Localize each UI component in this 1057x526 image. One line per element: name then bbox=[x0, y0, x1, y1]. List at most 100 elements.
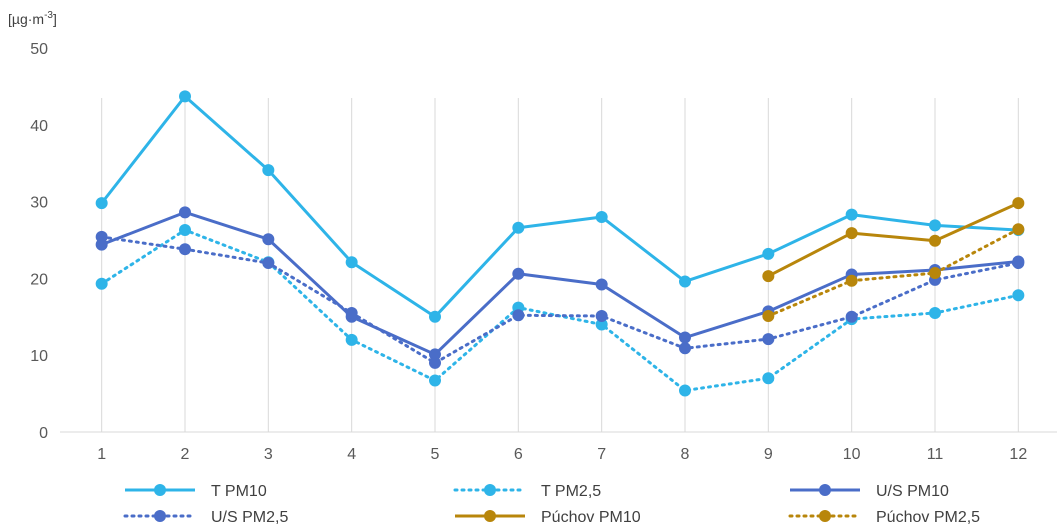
line-p-chov-pm2-5 bbox=[766, 227, 1020, 318]
point-t-pm10-10 bbox=[845, 208, 858, 221]
y-tick-label-20: 20 bbox=[30, 271, 48, 288]
series-p-chov-pm2-5 bbox=[762, 223, 1025, 323]
x-tick-label-8: 8 bbox=[681, 446, 690, 463]
y-tick-label-30: 30 bbox=[30, 195, 48, 212]
legend-item-p-chov-pm10: Púchov PM10 bbox=[455, 509, 641, 526]
point-t-pm2-5-8 bbox=[679, 384, 691, 397]
point-t-pm10-4 bbox=[345, 256, 358, 269]
point-u-s-pm2-5-5 bbox=[429, 356, 441, 369]
point-t-pm10-9 bbox=[762, 247, 775, 260]
point-u-s-pm2-5-4 bbox=[345, 306, 358, 319]
point-t-pm10-7 bbox=[595, 210, 608, 223]
point-p-chov-pm10-10 bbox=[845, 227, 858, 240]
x-tick-label-12: 12 bbox=[1009, 446, 1027, 463]
series-t-pm2-5 bbox=[95, 224, 1025, 397]
series-u-s-pm10 bbox=[95, 206, 1025, 361]
series-t-pm10 bbox=[95, 90, 1025, 323]
point-t-pm10-6 bbox=[512, 221, 525, 234]
series-u-s-pm2-5 bbox=[95, 230, 1025, 369]
point-u-s-pm2-5-12 bbox=[1012, 257, 1025, 270]
point-u-s-pm2-5-7 bbox=[595, 310, 608, 323]
legend-label: U/S PM2,5 bbox=[211, 509, 288, 526]
legend-label: T PM2,5 bbox=[541, 483, 601, 500]
legend-label: T PM10 bbox=[211, 483, 267, 500]
line-u-s-pm10 bbox=[101, 210, 1019, 356]
point-u-s-pm2-5-1 bbox=[95, 230, 108, 243]
point-t-pm2-5-2 bbox=[179, 224, 191, 237]
x-tick-label-5: 5 bbox=[431, 446, 440, 463]
x-tick-label-1: 1 bbox=[97, 446, 106, 463]
point-t-pm10-5 bbox=[429, 310, 441, 323]
x-tick-label-4: 4 bbox=[347, 446, 356, 463]
legend-swatch-marker bbox=[154, 510, 166, 522]
point-t-pm2-5-1 bbox=[95, 277, 108, 290]
point-u-s-pm2-5-9 bbox=[762, 333, 775, 346]
line-p-chov-pm10 bbox=[767, 201, 1019, 278]
legend-item-t-pm10: T PM10 bbox=[125, 483, 267, 500]
point-u-s-pm10-7 bbox=[595, 278, 608, 291]
x-axis-tick-labels: 1 2 3 4 5 6 7 8 9 10 11 12 bbox=[97, 446, 1027, 463]
point-u-s-pm2-5-8 bbox=[679, 342, 691, 355]
point-u-s-pm2-5-10 bbox=[845, 310, 858, 323]
line-t-pm2-5 bbox=[100, 228, 1020, 393]
legend-swatch-marker bbox=[819, 484, 831, 496]
point-u-s-pm2-5-6 bbox=[512, 309, 525, 322]
x-tick-label-10: 10 bbox=[843, 446, 861, 463]
y-axis-tick-labels: 0 10 20 30 40 50 bbox=[30, 41, 48, 442]
x-tick-label-2: 2 bbox=[181, 446, 190, 463]
legend-swatch-marker bbox=[819, 510, 831, 522]
legend-item-u-s-pm10: U/S PM10 bbox=[790, 483, 949, 500]
legend-swatch-marker bbox=[484, 484, 496, 496]
line-u-s-pm2-5 bbox=[100, 235, 1020, 365]
vertical-gridlines bbox=[101, 98, 1019, 432]
x-tick-label-9: 9 bbox=[764, 446, 773, 463]
series-lines bbox=[95, 90, 1025, 397]
point-t-pm2-5-5 bbox=[429, 374, 441, 387]
point-u-s-pm2-5-2 bbox=[179, 243, 191, 256]
point-p-chov-pm10-12 bbox=[1012, 197, 1025, 210]
point-p-chov-pm2-5-11 bbox=[929, 267, 941, 280]
x-tick-label-7: 7 bbox=[597, 446, 606, 463]
point-t-pm10-2 bbox=[179, 90, 191, 103]
legend: T PM10 T PM2,5 U/S PM10 U/S PM2,5 Púchov PM1… bbox=[123, 483, 980, 526]
legend-swatch-marker bbox=[154, 484, 166, 496]
point-t-pm2-5-4 bbox=[345, 333, 358, 346]
point-u-s-pm10-8 bbox=[679, 331, 691, 344]
legend-label: Púchov PM2,5 bbox=[876, 509, 980, 526]
line-t-pm10 bbox=[100, 94, 1019, 319]
y-tick-label-40: 40 bbox=[30, 118, 48, 135]
point-t-pm2-5-12 bbox=[1012, 289, 1025, 302]
legend-label: Púchov PM10 bbox=[541, 509, 641, 526]
point-u-s-pm2-5-3 bbox=[262, 257, 275, 270]
point-t-pm10-11 bbox=[929, 219, 941, 232]
x-tick-label-11: 11 bbox=[927, 446, 944, 463]
point-t-pm2-5-11 bbox=[929, 306, 941, 319]
legend-item-p-chov-pm2-5: Púchov PM2,5 bbox=[788, 509, 980, 526]
series-p-chov-pm10 bbox=[762, 197, 1025, 283]
point-p-chov-pm10-11 bbox=[929, 234, 941, 247]
point-p-chov-pm2-5-12 bbox=[1012, 223, 1025, 236]
legend-label: U/S PM10 bbox=[876, 483, 949, 500]
point-t-pm10-3 bbox=[262, 164, 275, 177]
y-axis-unit-label: [µg·m-3] bbox=[8, 10, 57, 27]
legend-swatch-marker bbox=[484, 510, 496, 522]
legend-item-u-s-pm2-5: U/S PM2,5 bbox=[123, 509, 288, 526]
point-t-pm2-5-7 bbox=[595, 318, 608, 331]
point-t-pm2-5-9 bbox=[762, 372, 775, 385]
point-p-chov-pm2-5-10 bbox=[845, 274, 858, 287]
point-u-s-pm10-5 bbox=[429, 348, 441, 361]
point-t-pm10-1 bbox=[95, 197, 108, 210]
point-u-s-pm10-2 bbox=[179, 206, 191, 219]
y-tick-label-0: 0 bbox=[39, 425, 48, 442]
x-tick-label-3: 3 bbox=[264, 446, 273, 463]
x-tick-label-6: 6 bbox=[514, 446, 523, 463]
point-p-chov-pm10-9 bbox=[762, 270, 775, 283]
point-t-pm10-8 bbox=[679, 275, 691, 288]
point-p-chov-pm2-5-9 bbox=[762, 310, 775, 323]
y-tick-label-50: 50 bbox=[30, 41, 48, 58]
y-tick-label-10: 10 bbox=[30, 348, 48, 365]
point-u-s-pm10-3 bbox=[262, 233, 275, 246]
legend-item-t-pm2-5: T PM2,5 bbox=[453, 483, 601, 500]
point-u-s-pm10-6 bbox=[512, 267, 525, 280]
